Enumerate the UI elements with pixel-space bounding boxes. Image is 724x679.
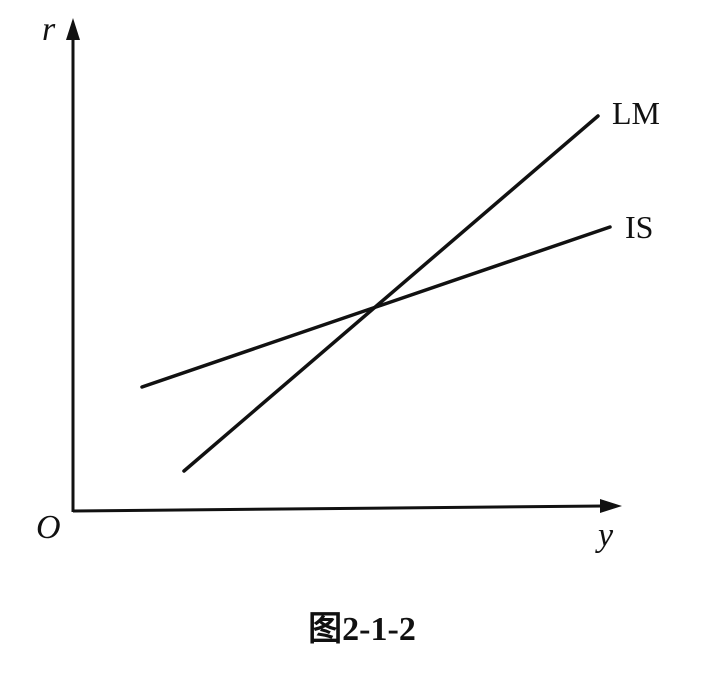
- is-curve: [140, 225, 612, 389]
- x-axis-line: [72, 504, 605, 513]
- is-curve-label: IS: [625, 209, 653, 245]
- figure-caption: 图2-1-2: [308, 611, 416, 648]
- x-axis-label: y: [595, 517, 614, 554]
- y-axis-arrowhead: [66, 18, 80, 40]
- lm-curve-label: LM: [612, 95, 660, 131]
- origin-label: O: [36, 509, 61, 546]
- y-axis-label: r: [42, 11, 56, 48]
- lm-curve: [182, 114, 600, 473]
- x-axis-arrowhead: [600, 499, 622, 513]
